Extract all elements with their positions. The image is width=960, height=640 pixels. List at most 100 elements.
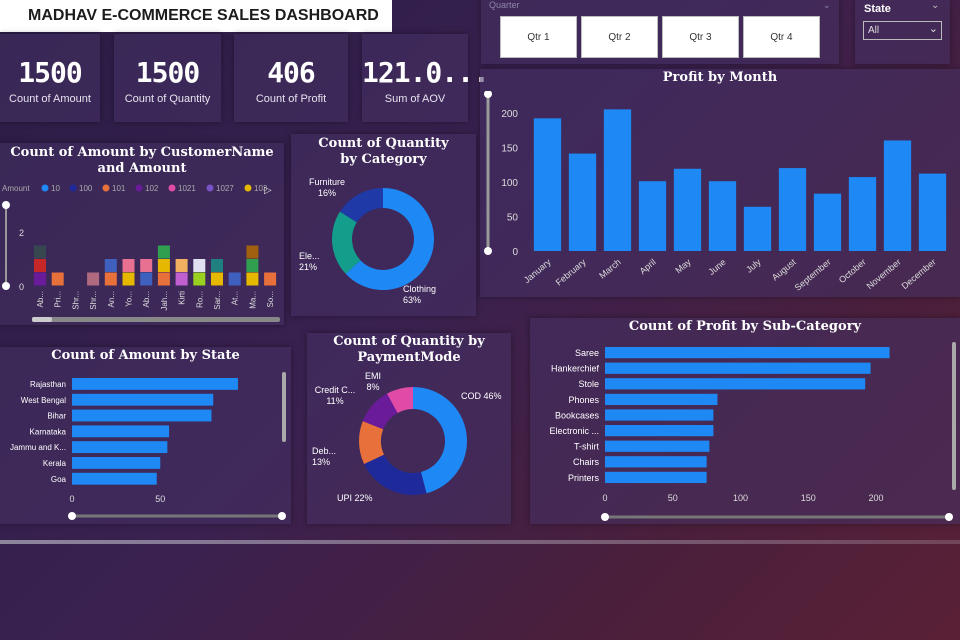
slice: [332, 211, 361, 274]
quantity-by-paymentmode-chart: COD 46% UPI 22% Deb... 13% Credit C... 11% EMI…: [312, 371, 502, 503]
profit-by-subcategory-chart: Saree Hankerchief Stole Phones Bookcases Elec…: [549, 342, 956, 521]
dashboard-title: MADHAV E-COMMERCE SALES DASHBOARD: [0, 0, 392, 32]
x-tick-label: Shr...: [89, 291, 98, 310]
bar-segment: [193, 272, 206, 286]
bar-segment: [140, 272, 153, 286]
kpi-value: 1500: [135, 56, 200, 89]
slice-label: Furniture 16%: [309, 177, 345, 198]
bar: [605, 440, 710, 452]
bar-segment: [246, 259, 259, 272]
quarter-button-qtr1[interactable]: Qtr 1: [500, 16, 577, 58]
bar-segment: [51, 272, 64, 286]
legend-marker: [102, 184, 110, 192]
x-tick-label: Jah...: [160, 291, 169, 311]
legend-title: Amount: [2, 184, 30, 193]
quarter-button-qtr2[interactable]: Qtr 2: [581, 16, 658, 58]
bar: [72, 472, 157, 485]
bar-segment: [87, 272, 100, 286]
state-dropdown[interactable]: All ⌄: [863, 21, 942, 40]
x-tick-label: March: [597, 257, 623, 281]
bar: [605, 393, 718, 406]
kpi-card-count-quantity[interactable]: 1500 Count of Quantity: [114, 34, 221, 122]
x-tick-label: Sar...: [213, 291, 222, 310]
y-tick-label: Printers: [568, 473, 600, 483]
bar: [605, 471, 707, 484]
bar-segment: [140, 259, 153, 272]
chart-title: Count of Quantity by Category: [318, 136, 449, 167]
chart-title: Profit by Month: [662, 70, 778, 85]
x-tick-label: So...: [266, 291, 275, 307]
x-tick-label: Ma...: [248, 291, 257, 309]
bar: [883, 140, 912, 251]
legend-label: 1027: [216, 184, 234, 193]
x-tick-label: 100: [733, 493, 748, 503]
quarter-slicer-label: Quarter: [489, 0, 520, 10]
x-tick-label: 150: [801, 493, 816, 503]
x-tick-label: 50: [668, 493, 678, 503]
kpi-label: Count of Amount: [9, 93, 91, 105]
y-tick-label: 200: [501, 109, 518, 120]
y-tick-label: Bookcases: [555, 410, 600, 420]
bar-segment: [157, 272, 170, 286]
bar-segment: [104, 272, 117, 286]
y-tick-label: Rajasthan: [30, 380, 66, 389]
state-dropdown-value: All: [868, 25, 880, 36]
legend-label: 1021: [178, 184, 196, 193]
bar: [605, 409, 714, 421]
bar: [533, 118, 562, 251]
kpi-card-count-amount[interactable]: 1500 Count of Amount: [0, 34, 100, 122]
bar: [72, 393, 214, 406]
x-tick-label: Ab...: [142, 291, 151, 307]
kpi-card-count-profit[interactable]: 406 Count of Profit: [234, 34, 348, 122]
quarter-button-qtr4[interactable]: Qtr 4: [743, 16, 820, 58]
x-tick-label: 50: [155, 494, 165, 504]
legend-label: 100: [79, 184, 93, 193]
horizontal-scrollbar: [32, 317, 280, 322]
x-tick-label: May: [673, 257, 693, 276]
kpi-label: Count of Profit: [255, 93, 327, 105]
y-tick-label: Electronic ...: [549, 426, 599, 436]
scrollbar-thumb: [32, 317, 52, 322]
y-tick-label: Goa: [51, 475, 67, 484]
bar: [918, 173, 947, 251]
bar: [605, 362, 871, 374]
chart-title: Count of Quantity by PaymentMode: [333, 334, 485, 365]
legend-marker: [244, 184, 252, 192]
bar: [743, 206, 772, 251]
bar: [72, 378, 238, 390]
quarter-button-qtr3[interactable]: Qtr 3: [662, 16, 739, 58]
x-tick-label: October: [837, 257, 868, 285]
bar-segment: [34, 245, 46, 259]
chevron-down-icon[interactable]: ⌄: [823, 0, 831, 10]
y-tick-label: Kerala: [43, 459, 67, 468]
x-tick-label: December: [900, 257, 938, 291]
y-tick-label: 100: [501, 178, 518, 189]
bar-segment: [264, 272, 277, 286]
bar: [673, 168, 702, 251]
kpi-label: Count of Quantity: [124, 93, 211, 105]
x-tick-label: An...: [107, 291, 116, 307]
slice-label: Credit C... 11%: [315, 385, 356, 406]
slice: [386, 387, 413, 413]
legend-marker: [69, 184, 77, 192]
x-tick-label: At...: [231, 291, 240, 305]
slice: [345, 188, 434, 290]
y-tick-label: 0: [512, 247, 518, 258]
amount-by-customer-panel: Count of Amount by CustomerName and Amou…: [0, 143, 284, 325]
x-tick-label: 0: [69, 494, 74, 504]
x-tick-label: September: [793, 257, 833, 293]
chevron-down-icon[interactable]: ⌄: [931, 0, 940, 11]
kpi-card-sum-aov[interactable]: 121.0... Sum of AOV: [362, 34, 490, 122]
legend-marker: [41, 184, 49, 192]
x-tick-label: June: [706, 257, 727, 277]
kpi-value: 121.0...: [362, 56, 490, 89]
legend-label: 103: [254, 184, 268, 193]
y-tick-label: Chairs: [573, 457, 600, 467]
bar-segment: [122, 272, 135, 286]
slice: [364, 454, 427, 495]
slider-handle: [2, 201, 10, 209]
y-tick-label: 50: [507, 212, 519, 223]
slider-handle: [484, 247, 492, 255]
slider-handle: [945, 513, 953, 521]
bar: [778, 168, 807, 251]
